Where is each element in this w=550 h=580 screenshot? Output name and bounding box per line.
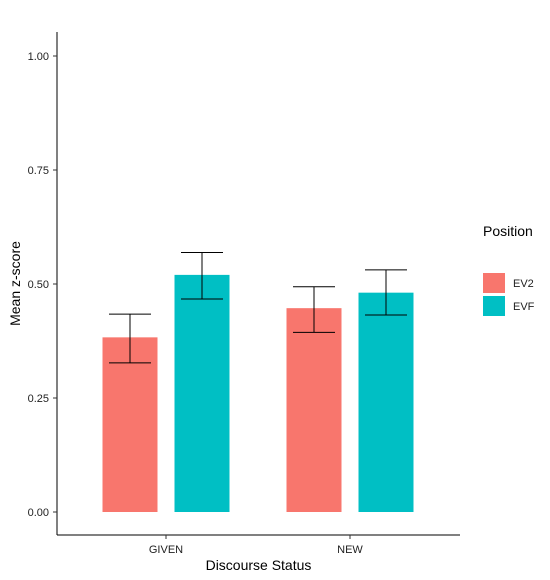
- legend-label-ev2: EV2: [513, 278, 534, 290]
- bar-evf-given: [174, 274, 230, 512]
- legend-swatch-ev2: [483, 273, 505, 293]
- legend-title: Position: [483, 223, 533, 239]
- y-tick-label: 1.00: [28, 51, 49, 63]
- bars: [102, 274, 414, 512]
- bar-ev2-new: [286, 308, 342, 512]
- x-axis-title: Discourse Status: [206, 557, 312, 573]
- y-axis: 0.00 0.25 0.50 0.75 1.00: [28, 32, 58, 535]
- x-tick-label: GIVEN: [149, 544, 183, 556]
- y-tick-label: 0.75: [28, 165, 49, 177]
- bar-ev2-given: [102, 337, 158, 512]
- legend: Position EV2 EVF: [483, 223, 535, 316]
- error-bars: [109, 252, 407, 364]
- legend-swatch-evf: [483, 296, 505, 316]
- y-tick-label: 0.25: [28, 393, 49, 405]
- x-tick-label: NEW: [337, 544, 363, 556]
- legend-label-evf: EVF: [513, 301, 535, 313]
- bar-evf-new: [358, 292, 414, 512]
- y-axis-title: Mean z-score: [7, 241, 23, 326]
- y-tick-label: 0.50: [28, 279, 49, 291]
- x-axis: GIVEN NEW: [57, 534, 460, 556]
- y-tick-label: 0.00: [28, 507, 49, 519]
